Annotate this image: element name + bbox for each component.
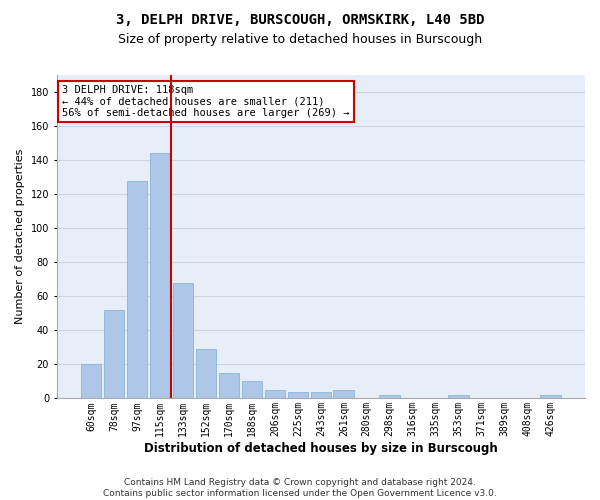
Text: 3, DELPH DRIVE, BURSCOUGH, ORMSKIRK, L40 5BD: 3, DELPH DRIVE, BURSCOUGH, ORMSKIRK, L40… (116, 12, 484, 26)
Bar (218, 373, 239, 398)
Bar (196, 349, 216, 399)
Bar (104, 310, 124, 398)
Text: Contains HM Land Registry data © Crown copyright and database right 2024.
Contai: Contains HM Land Registry data © Crown c… (103, 478, 497, 498)
Bar (149, 154, 170, 398)
X-axis label: Distribution of detached houses by size in Burscough: Distribution of detached houses by size … (144, 442, 498, 455)
Bar (541, 395, 561, 398)
Bar (127, 180, 148, 398)
Bar (448, 395, 469, 398)
Text: Size of property relative to detached houses in Burscough: Size of property relative to detached ho… (118, 32, 482, 46)
Bar (81, 364, 101, 398)
Bar (334, 390, 354, 398)
Bar (265, 390, 285, 398)
Y-axis label: Number of detached properties: Number of detached properties (15, 149, 25, 324)
Bar (287, 392, 308, 398)
Text: 3 DELPH DRIVE: 118sqm
← 44% of detached houses are smaller (211)
56% of semi-det: 3 DELPH DRIVE: 118sqm ← 44% of detached … (62, 84, 349, 118)
Bar (379, 395, 400, 398)
Bar (311, 392, 331, 398)
Bar (242, 382, 262, 398)
Bar (173, 282, 193, 399)
